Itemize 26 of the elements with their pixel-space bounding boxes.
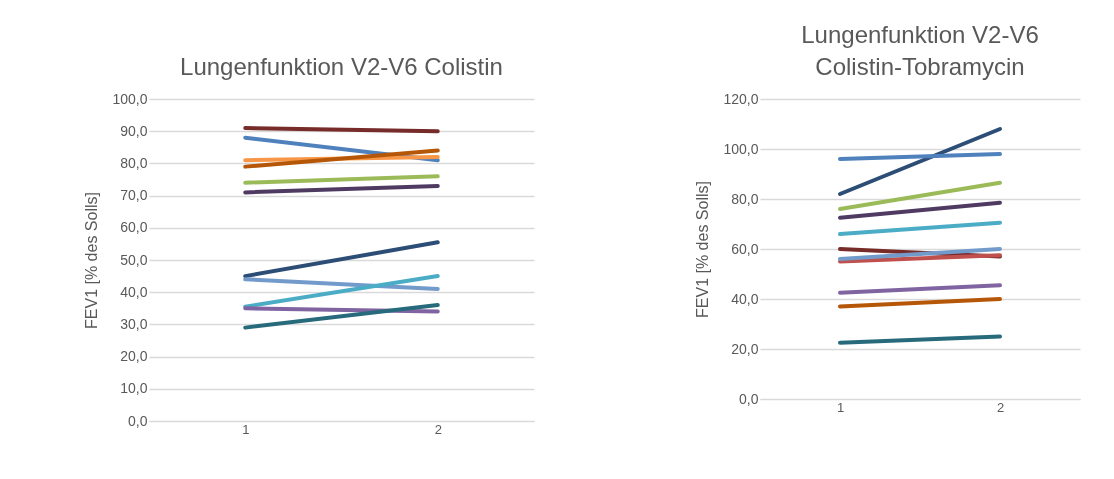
x-tick-label: 1 — [242, 421, 250, 437]
x-tick-label: 1 — [836, 399, 845, 415]
y-tick-label: 60,0 — [731, 240, 759, 257]
y-tick-label: 0,0 — [128, 412, 148, 429]
y-axis-title: FEV1 [% des Solls] — [694, 181, 712, 318]
y-tick-label: 30,0 — [120, 315, 148, 332]
chart-title: Lungenfunktion V2-V6 Colistin-Tobramycin — [801, 21, 1039, 80]
y-tick-label: 20,0 — [731, 340, 759, 357]
y-tick-label: 80,0 — [731, 190, 759, 207]
y-tick-label: 70,0 — [120, 187, 148, 204]
x-tick-label: 2 — [434, 421, 442, 437]
y-tick-label: 50,0 — [120, 251, 148, 268]
y-tick-label: 90,0 — [120, 122, 148, 139]
y-tick-label: 10,0 — [120, 380, 148, 397]
x-tick-label: 2 — [996, 399, 1005, 415]
y-tick-label: 0,0 — [739, 390, 759, 407]
y-axis-title: FEV1 [% des Solls] — [83, 192, 101, 329]
y-tick-label: 40,0 — [731, 290, 759, 307]
y-tick-label: 60,0 — [120, 219, 148, 236]
y-tick-label: 80,0 — [120, 154, 148, 171]
y-tick-label: 40,0 — [120, 283, 148, 300]
y-tick-label: 100,0 — [723, 140, 759, 157]
chart-title: Lungenfunktion V2-V6 Colistin — [180, 53, 503, 80]
y-tick-label: 100,0 — [112, 90, 148, 107]
y-tick-label: 20,0 — [120, 348, 148, 365]
y-tick-label: 120,0 — [723, 90, 759, 107]
